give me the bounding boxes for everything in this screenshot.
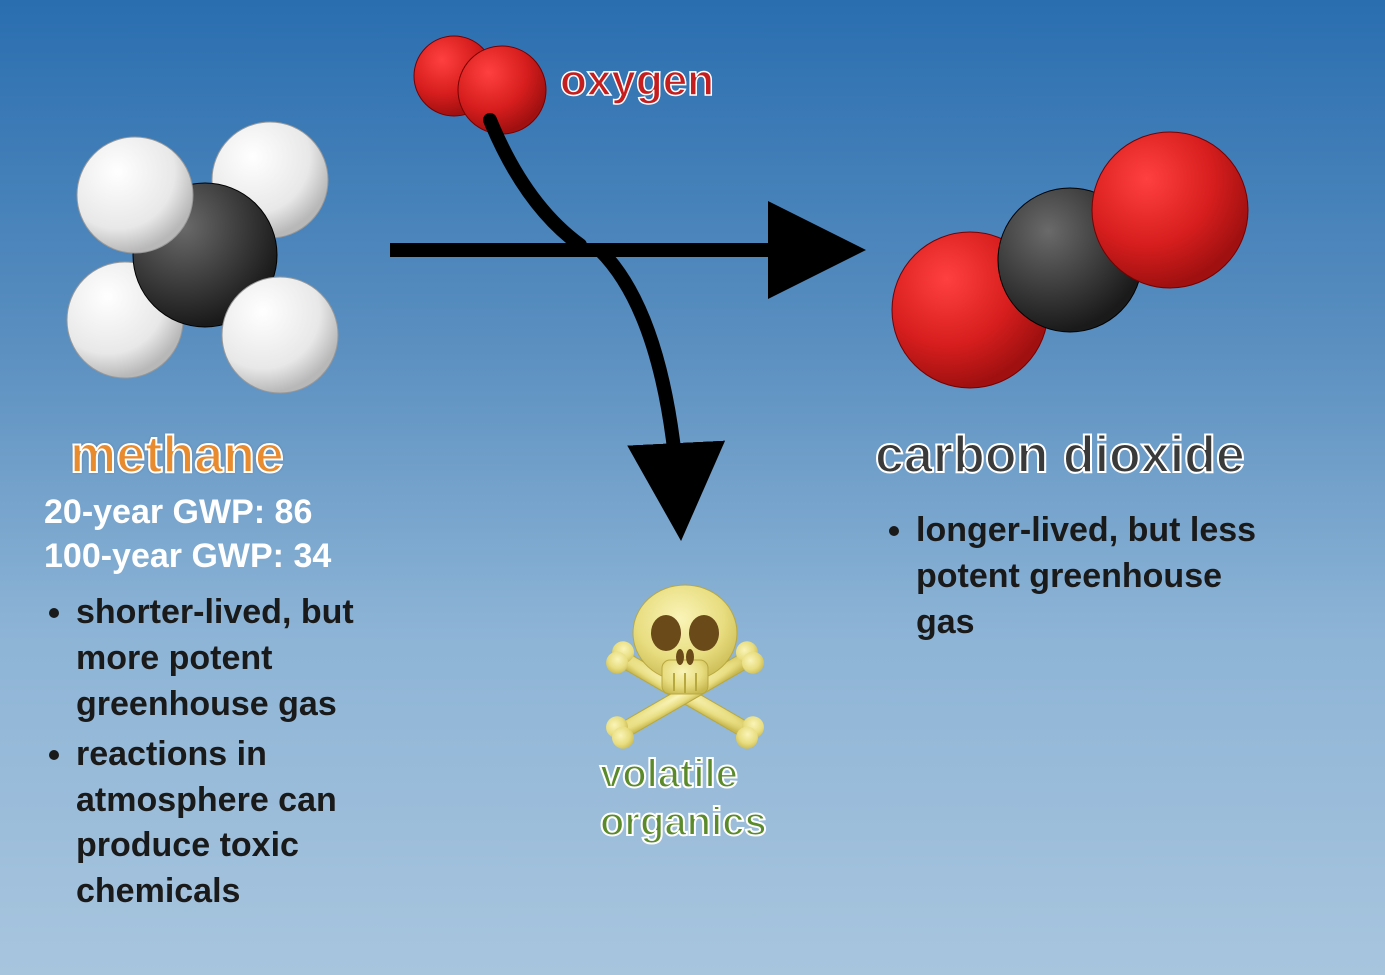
gwp-20-text: 20-year GWP: 86 bbox=[44, 490, 331, 534]
oxygen-label: oxygen bbox=[560, 56, 714, 106]
co2-label: carbon dioxide bbox=[875, 425, 1245, 485]
skull-icon bbox=[590, 565, 780, 755]
methane-gwp: 20-year GWP: 86 100-year GWP: 34 bbox=[44, 490, 331, 578]
co2-bullets: longer-lived, but less potent greenhouse… bbox=[880, 508, 1280, 650]
methane-label: methane bbox=[70, 425, 284, 485]
gwp-100-text: 100-year GWP: 34 bbox=[44, 534, 331, 578]
volatile-line1: volatile bbox=[600, 750, 767, 798]
co2-molecule bbox=[880, 120, 1260, 400]
methane-bullet-2: reactions in atmosphere can produce toxi… bbox=[76, 732, 410, 916]
volatile-label: volatile organics bbox=[600, 750, 767, 846]
methane-molecule bbox=[60, 120, 360, 420]
reaction-arrows bbox=[370, 90, 890, 560]
co2-bullet-1: longer-lived, but less potent greenhouse… bbox=[916, 508, 1280, 646]
methane-bullets: shorter-lived, but more potent greenhous… bbox=[40, 590, 410, 919]
volatile-line2: organics bbox=[600, 798, 767, 846]
methane-bullet-1: shorter-lived, but more potent greenhous… bbox=[76, 590, 410, 728]
